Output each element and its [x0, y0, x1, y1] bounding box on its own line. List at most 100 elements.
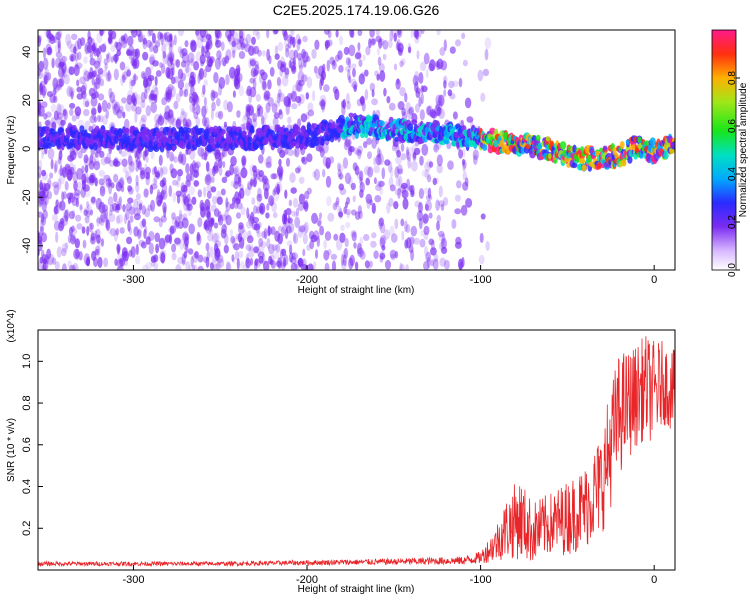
- spectrogram-cell: [363, 141, 368, 149]
- spectrogram-cell: [405, 101, 411, 114]
- spectrogram-cell: [88, 72, 96, 79]
- spectrogram-cell: [233, 243, 240, 251]
- spectrogram-cell: [193, 180, 200, 187]
- spectrogram-cell: [295, 167, 301, 174]
- spectrogram-cell: [213, 208, 220, 217]
- spectrogram-cell: [203, 96, 207, 107]
- spectrogram-cell: [136, 200, 143, 208]
- spectrogram-cell: [425, 251, 432, 263]
- y-tick-label: 40: [21, 46, 33, 58]
- spectrogram-cell: [302, 35, 308, 43]
- signal-cell: [171, 145, 176, 152]
- spectrogram-cell: [185, 261, 191, 270]
- spectrogram-cell: [318, 100, 326, 107]
- spectrogram-cell: [426, 105, 432, 116]
- signal-cell: [547, 152, 552, 160]
- spectrogram-cell: [127, 185, 132, 192]
- spectrogram-cell: [137, 229, 142, 240]
- spectrogram-cell: [358, 59, 363, 68]
- spectrogram-cell: [58, 55, 66, 67]
- spectrogram-cell: [319, 148, 325, 158]
- spectrogram-cell: [326, 195, 332, 207]
- spectrogram-cell: [478, 254, 485, 265]
- spectrogram-cell: [93, 160, 101, 171]
- spectrogram-cell: [297, 52, 303, 61]
- spectrogram-cell: [319, 75, 325, 83]
- spectrogram-cell: [191, 91, 198, 103]
- spectrogram-cell: [94, 151, 99, 158]
- spectrogram-cell: [369, 30, 375, 38]
- spectrogram-cell: [70, 90, 74, 100]
- spectrogram-cell: [343, 46, 350, 56]
- spectrogram-cell: [193, 95, 201, 107]
- spectrogram-cell: [200, 35, 204, 43]
- spectrogram-cell: [314, 39, 320, 50]
- spectrogram-cell: [145, 66, 152, 78]
- spectrogram-cell: [86, 210, 91, 218]
- spectrogram-cell: [187, 52, 195, 64]
- spectrogram-cell: [58, 104, 65, 116]
- spectrogram-cell: [384, 259, 392, 270]
- spectrogram-cell: [350, 230, 357, 238]
- spectrogram-cell: [177, 30, 185, 37]
- spectrogram-cell: [323, 84, 330, 92]
- spectrogram-cell: [109, 91, 116, 104]
- spectrogram-cell: [264, 158, 269, 166]
- spectrogram-cell: [141, 205, 146, 215]
- spectrogram-cell: [105, 219, 111, 231]
- spectrogram-cell: [177, 68, 184, 80]
- spectrogram-cell: [218, 83, 223, 96]
- spectrogram-cell: [225, 197, 229, 208]
- spectrogram-cell: [324, 231, 332, 241]
- spectrogram-cell: [89, 178, 95, 186]
- spectrogram-cell: [291, 65, 296, 73]
- spectrogram-cell: [39, 82, 43, 93]
- spectrogram-cell: [335, 196, 340, 206]
- spectrogram-cell: [204, 174, 212, 186]
- spectrogram-cell: [61, 263, 67, 270]
- spectrogram-cell: [252, 112, 257, 123]
- spectrogram-cell: [395, 78, 401, 90]
- spectrogram-cell: [169, 33, 173, 41]
- spectrogram-cell: [399, 264, 405, 270]
- signal-cell: [559, 141, 567, 150]
- spectrogram-cell: [115, 215, 121, 224]
- spectrogram-cell: [365, 177, 371, 186]
- spectrogram-cell: [61, 191, 65, 202]
- spectrogram-cell: [95, 248, 100, 255]
- spectrogram-cell: [135, 94, 141, 106]
- spectrogram-cell: [195, 30, 200, 36]
- spectrogram-cell: [81, 173, 87, 185]
- spectrogram-cell: [274, 230, 281, 242]
- spectrogram-cell: [359, 189, 364, 199]
- spectrogram-cell: [239, 30, 244, 39]
- spectrogram-cell: [289, 172, 296, 184]
- spectrogram-cell: [290, 30, 295, 37]
- spectrogram-cell: [90, 209, 93, 216]
- spectrogram-cell: [418, 217, 423, 230]
- spectrogram-cell: [202, 116, 207, 127]
- spectrogram-cell: [354, 52, 362, 60]
- spectrogram-cell: [401, 107, 406, 116]
- spectrogram-cell: [68, 210, 75, 220]
- spectrogram-cell: [68, 66, 75, 76]
- spectrogram-cell: [438, 200, 445, 207]
- spectrogram-cell: [358, 210, 363, 220]
- spectrogram-cell: [40, 216, 47, 226]
- spectrogram-cell: [442, 197, 449, 206]
- spectrogram-cell: [75, 214, 82, 222]
- signal-cell: [348, 112, 354, 118]
- spectrogram-cell: [484, 37, 492, 50]
- spectrogram-cell: [405, 224, 411, 233]
- spectrogram-cell: [115, 41, 122, 52]
- spectrogram-cell: [436, 62, 441, 70]
- spectrogram-cell: [209, 56, 215, 64]
- spectrogram-cell: [38, 70, 43, 80]
- spectrogram-cell: [433, 144, 439, 153]
- spectrogram-cell: [148, 92, 155, 104]
- spectrogram-cell: [214, 145, 220, 157]
- spectrogram-cell: [179, 88, 184, 97]
- spectrogram-cell: [433, 253, 439, 263]
- spectrogram-cell: [338, 183, 345, 191]
- spectrogram-cell: [133, 226, 139, 237]
